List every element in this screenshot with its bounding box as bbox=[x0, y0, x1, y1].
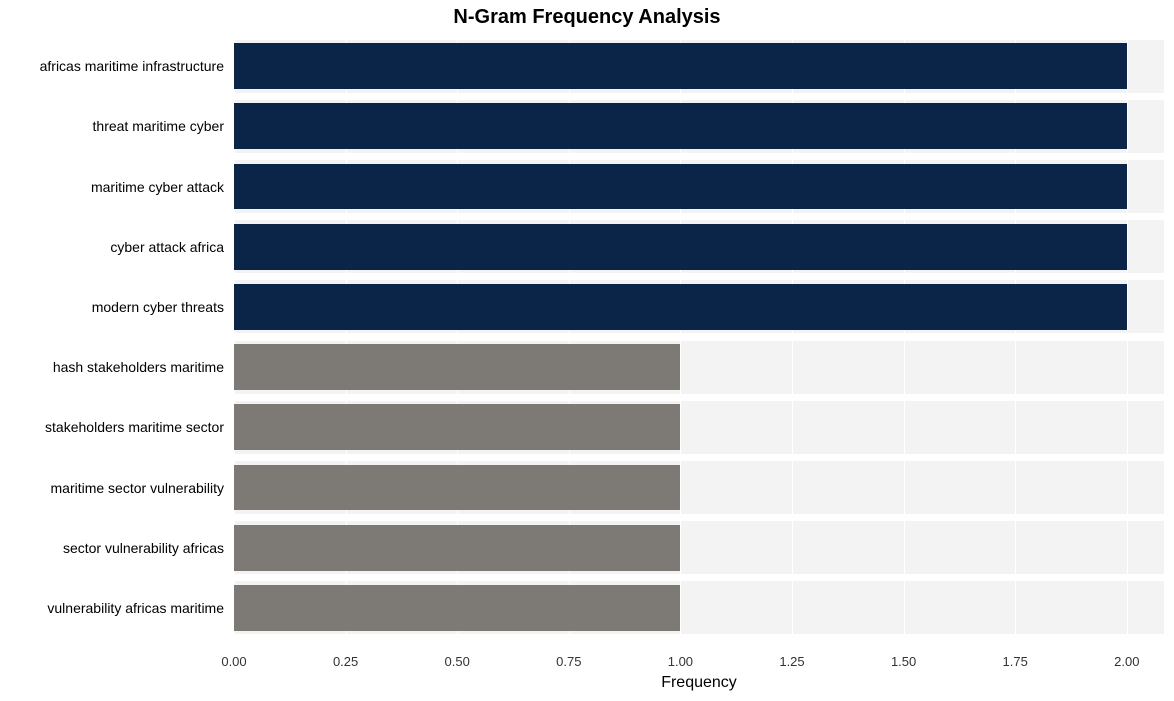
x-tick-label: 0.75 bbox=[556, 654, 581, 669]
bar bbox=[234, 585, 680, 631]
y-category-label: cyber attack africa bbox=[110, 239, 224, 255]
y-category-label: maritime sector vulnerability bbox=[51, 480, 225, 496]
y-category-label: sector vulnerability africas bbox=[63, 540, 224, 556]
x-tick-label: 0.25 bbox=[333, 654, 358, 669]
x-tick-label: 1.75 bbox=[1003, 654, 1028, 669]
x-tick-label: 2.00 bbox=[1114, 654, 1139, 669]
bar bbox=[234, 465, 680, 511]
x-tick-label: 0.50 bbox=[445, 654, 470, 669]
bar bbox=[234, 164, 1127, 210]
y-category-label: vulnerability africas maritime bbox=[47, 600, 224, 616]
x-tick-label: 0.00 bbox=[221, 654, 246, 669]
y-category-label: modern cyber threats bbox=[92, 299, 224, 315]
x-tick-label: 1.00 bbox=[668, 654, 693, 669]
x-tick-label: 1.50 bbox=[891, 654, 916, 669]
bar bbox=[234, 525, 680, 571]
bar bbox=[234, 43, 1127, 89]
bar bbox=[234, 103, 1127, 149]
x-axis-label: Frequency bbox=[234, 674, 1164, 692]
bar bbox=[234, 224, 1127, 270]
y-category-label: africas maritime infrastructure bbox=[40, 58, 224, 74]
chart-title: N-Gram Frequency Analysis bbox=[0, 6, 1174, 29]
y-category-label: hash stakeholders maritime bbox=[53, 359, 224, 375]
y-category-label: maritime cyber attack bbox=[91, 179, 224, 195]
ngram-frequency-chart: N-Gram Frequency Analysis Frequency afri… bbox=[0, 0, 1174, 701]
y-category-label: stakeholders maritime sector bbox=[45, 419, 224, 435]
x-tick-label: 1.25 bbox=[779, 654, 804, 669]
bar bbox=[234, 284, 1127, 330]
bar bbox=[234, 404, 680, 450]
bar bbox=[234, 344, 680, 390]
plot-area bbox=[234, 36, 1164, 638]
gridline bbox=[1127, 36, 1128, 638]
y-category-label: threat maritime cyber bbox=[93, 118, 224, 134]
